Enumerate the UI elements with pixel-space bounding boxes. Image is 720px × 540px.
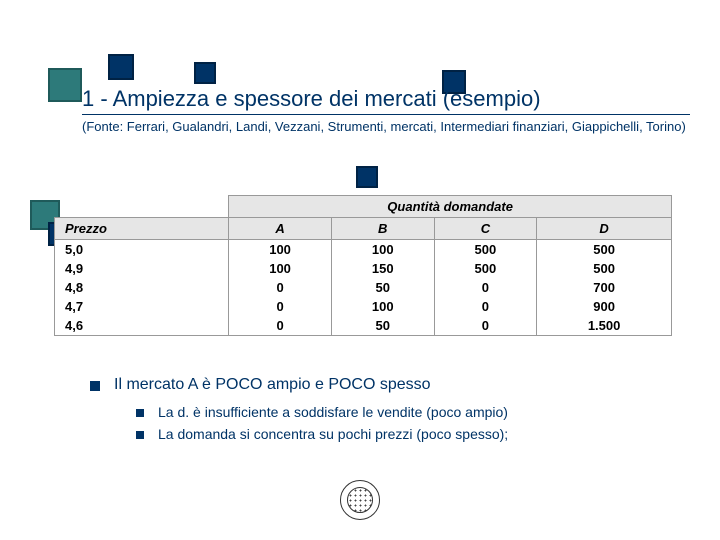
bullet-icon bbox=[136, 431, 144, 439]
slide-title: 1 - Ampiezza e spessore dei mercati (ese… bbox=[82, 86, 690, 115]
table-super-header: Quantità domandate bbox=[229, 196, 672, 218]
cell-value: 50 bbox=[331, 278, 434, 297]
cell-value: 100 bbox=[229, 240, 332, 260]
cell-value: 0 bbox=[434, 316, 537, 336]
deco-square bbox=[48, 68, 82, 102]
cell-value: 0 bbox=[434, 297, 537, 316]
cell-value: 100 bbox=[229, 259, 332, 278]
cell-value: 100 bbox=[331, 297, 434, 316]
title-block: 1 - Ampiezza e spessore dei mercati (ese… bbox=[82, 86, 690, 136]
data-table: Quantità domandate Prezzo A B C D 5,0100… bbox=[54, 195, 672, 336]
seal-inner bbox=[347, 487, 373, 513]
table-row: 5,0100100500500 bbox=[55, 240, 672, 260]
table-row: 4,9100150500500 bbox=[55, 259, 672, 278]
deco-square bbox=[108, 54, 134, 80]
table-row: 4,80500700 bbox=[55, 278, 672, 297]
bullet-level2: La d. è insufficiente a soddisfare le ve… bbox=[136, 404, 690, 420]
cell-value: 700 bbox=[537, 278, 672, 297]
bullet-text: La domanda si concentra su pochi prezzi … bbox=[158, 426, 508, 442]
cell-value: 900 bbox=[537, 297, 672, 316]
cell-prezzo: 4,9 bbox=[55, 259, 229, 278]
bullet-list: Il mercato A è POCO ampio e POCO spesso … bbox=[90, 376, 690, 442]
col-C: C bbox=[434, 218, 537, 240]
seal-logo bbox=[340, 480, 380, 520]
cell-value: 50 bbox=[331, 316, 434, 336]
slide-subtitle: (Fonte: Ferrari, Gualandri, Landi, Vezza… bbox=[82, 119, 690, 136]
cell-prezzo: 4,7 bbox=[55, 297, 229, 316]
bullet-text: La d. è insufficiente a soddisfare le ve… bbox=[158, 404, 508, 420]
table-row: 4,605001.500 bbox=[55, 316, 672, 336]
cell-value: 0 bbox=[229, 297, 332, 316]
bullet-text: Il mercato A è POCO ampio e POCO spesso bbox=[114, 376, 431, 394]
cell-value: 0 bbox=[434, 278, 537, 297]
cell-prezzo: 4,6 bbox=[55, 316, 229, 336]
cell-value: 500 bbox=[434, 259, 537, 278]
cell-value: 1.500 bbox=[537, 316, 672, 336]
cell-value: 500 bbox=[434, 240, 537, 260]
cell-value: 500 bbox=[537, 259, 672, 278]
cell-prezzo: 4,8 bbox=[55, 278, 229, 297]
col-prezzo: Prezzo bbox=[55, 218, 229, 240]
cell-value: 500 bbox=[537, 240, 672, 260]
cell-value: 0 bbox=[229, 278, 332, 297]
bullet-level2: La domanda si concentra su pochi prezzi … bbox=[136, 426, 690, 442]
bullet-icon bbox=[136, 409, 144, 417]
col-A: A bbox=[229, 218, 332, 240]
col-B: B bbox=[331, 218, 434, 240]
cell-value: 150 bbox=[331, 259, 434, 278]
cell-value: 0 bbox=[229, 316, 332, 336]
cell-prezzo: 5,0 bbox=[55, 240, 229, 260]
cell-value: 100 bbox=[331, 240, 434, 260]
deco-square bbox=[194, 62, 216, 84]
table-row: 4,701000900 bbox=[55, 297, 672, 316]
deco-square bbox=[356, 166, 378, 188]
col-D: D bbox=[537, 218, 672, 240]
bullet-icon bbox=[90, 381, 100, 391]
bullet-level1: Il mercato A è POCO ampio e POCO spesso bbox=[90, 376, 690, 394]
